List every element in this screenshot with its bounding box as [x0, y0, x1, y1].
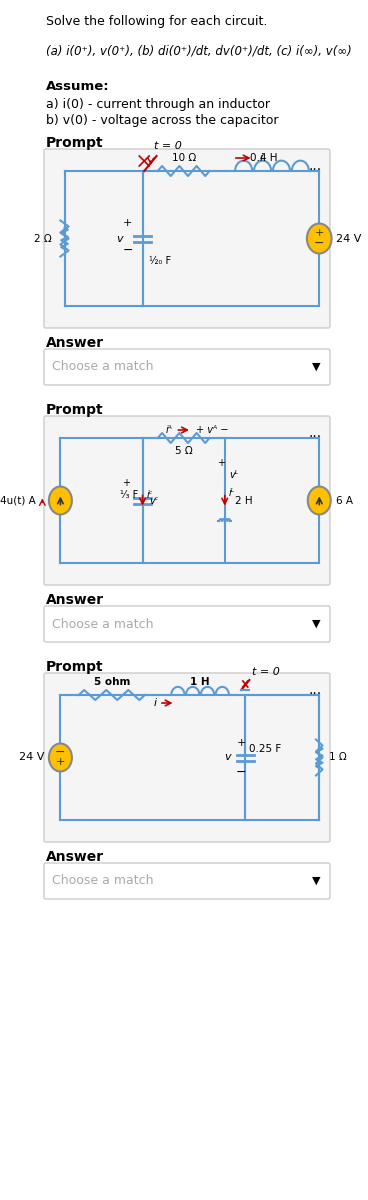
Text: −: − — [236, 766, 247, 779]
Text: 6 A: 6 A — [336, 496, 353, 505]
Text: 10 Ω: 10 Ω — [171, 152, 196, 163]
Text: t = 0: t = 0 — [154, 140, 182, 151]
Text: ▼: ▼ — [312, 362, 320, 372]
Text: i: i — [259, 152, 262, 163]
Text: ¹⁄₃ F: ¹⁄₃ F — [120, 491, 138, 500]
Text: +: + — [217, 457, 224, 468]
Text: iᴸ: iᴸ — [229, 487, 235, 498]
Text: b) v(0) - voltage across the capacitor: b) v(0) - voltage across the capacitor — [46, 114, 278, 127]
FancyBboxPatch shape — [44, 673, 330, 842]
FancyBboxPatch shape — [44, 606, 330, 642]
Text: v: v — [116, 234, 123, 244]
Text: vᶜ: vᶜ — [149, 496, 159, 505]
FancyBboxPatch shape — [44, 149, 330, 328]
Text: iᴬ: iᴬ — [166, 425, 173, 434]
Circle shape — [307, 223, 332, 253]
Text: 24 V: 24 V — [336, 234, 361, 244]
Text: ½₀ F: ½₀ F — [149, 256, 171, 265]
Circle shape — [308, 486, 331, 515]
Text: Prompt: Prompt — [46, 403, 103, 416]
FancyBboxPatch shape — [44, 863, 330, 899]
Text: 24 V: 24 V — [19, 752, 44, 762]
Text: Choose a match: Choose a match — [52, 618, 154, 630]
Text: a) i(0) - current through an inductor: a) i(0) - current through an inductor — [46, 98, 270, 110]
Text: Answer: Answer — [46, 850, 104, 864]
Text: 5 ohm: 5 ohm — [93, 677, 130, 686]
FancyBboxPatch shape — [44, 416, 330, 584]
Circle shape — [49, 486, 72, 515]
Text: ...: ... — [309, 426, 322, 440]
Text: +: + — [315, 228, 324, 239]
Text: Answer: Answer — [46, 336, 104, 350]
Text: +: + — [237, 738, 246, 748]
Text: vᴸ: vᴸ — [229, 470, 238, 480]
Text: ▼: ▼ — [312, 619, 320, 629]
Text: v: v — [224, 752, 230, 762]
Text: −: − — [314, 238, 325, 251]
Text: Prompt: Prompt — [46, 136, 103, 150]
Text: Choose a match: Choose a match — [52, 875, 154, 888]
Text: 2 Ω: 2 Ω — [35, 234, 52, 244]
Text: 0.4 H: 0.4 H — [250, 152, 277, 163]
Text: +: + — [122, 478, 130, 487]
Text: 4u(t) A: 4u(t) A — [0, 496, 36, 505]
Text: Assume:: Assume: — [46, 80, 109, 92]
Text: i: i — [153, 698, 156, 708]
Text: Solve the following for each circuit.: Solve the following for each circuit. — [46, 14, 267, 28]
Text: 1 Ω: 1 Ω — [329, 752, 347, 762]
Text: 0.25 F: 0.25 F — [250, 744, 282, 755]
Text: iᶜ: iᶜ — [147, 491, 153, 500]
Text: +: + — [56, 757, 65, 768]
Text: +: + — [123, 218, 132, 228]
Text: 1 H: 1 H — [190, 677, 210, 686]
Text: Choose a match: Choose a match — [52, 360, 154, 373]
Text: ...: ... — [309, 683, 322, 697]
Text: 5 Ω: 5 Ω — [175, 446, 192, 456]
Text: (a) i(0⁺), v(0⁺), (b) di(0⁺)/dt, dv(0⁺)/dt, (c) i(∞), v(∞): (a) i(0⁺), v(0⁺), (b) di(0⁺)/dt, dv(0⁺)/… — [46, 44, 351, 58]
Circle shape — [49, 744, 72, 772]
Text: t = 0: t = 0 — [252, 667, 280, 677]
Text: ...: ... — [309, 158, 322, 173]
Text: −: − — [123, 244, 133, 257]
Text: Answer: Answer — [46, 593, 104, 607]
Text: −: − — [55, 746, 66, 760]
Text: ▼: ▼ — [312, 876, 320, 886]
Text: Prompt: Prompt — [46, 660, 103, 674]
Text: 2 H: 2 H — [235, 496, 252, 505]
Text: + vᴬ −: + vᴬ − — [196, 425, 229, 434]
FancyBboxPatch shape — [44, 349, 330, 385]
